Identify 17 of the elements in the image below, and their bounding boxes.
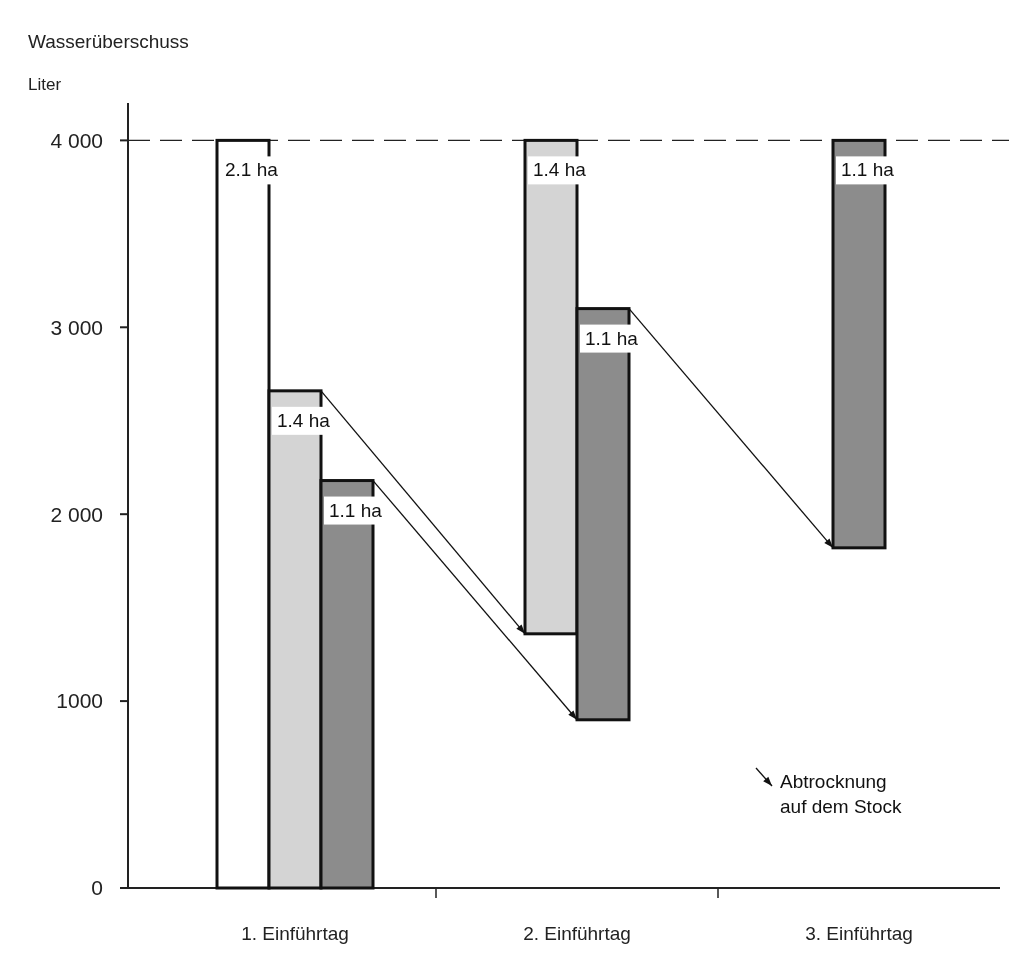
text: 1.1 ha xyxy=(585,327,638,349)
annotation: Abtrocknung auf dem Stock xyxy=(780,771,902,817)
y-tick-label: 4 000 xyxy=(50,128,103,152)
y-tick-label: 1000 xyxy=(56,689,103,713)
x-tick-label: 1. Einführtag xyxy=(241,923,349,944)
y-tick-label: 2 000 xyxy=(50,502,103,526)
y-axis-title: Liter xyxy=(28,75,62,94)
x-tick-label: 3. Einführtag xyxy=(805,923,913,944)
series-label: 1.4 ha xyxy=(277,409,331,431)
chart-title: Wasserüberschuss xyxy=(28,31,189,52)
text: 1.1 ha xyxy=(841,159,894,181)
series-label: 1.1 ha xyxy=(329,499,383,521)
y-tick-label: 0 xyxy=(91,876,103,900)
x-tick-label: 2. Einführtag xyxy=(523,923,631,944)
text: 1.4 ha xyxy=(533,159,586,181)
y-tick-label: 3 000 xyxy=(50,315,103,339)
series-label: 2.1 ha xyxy=(225,159,279,181)
